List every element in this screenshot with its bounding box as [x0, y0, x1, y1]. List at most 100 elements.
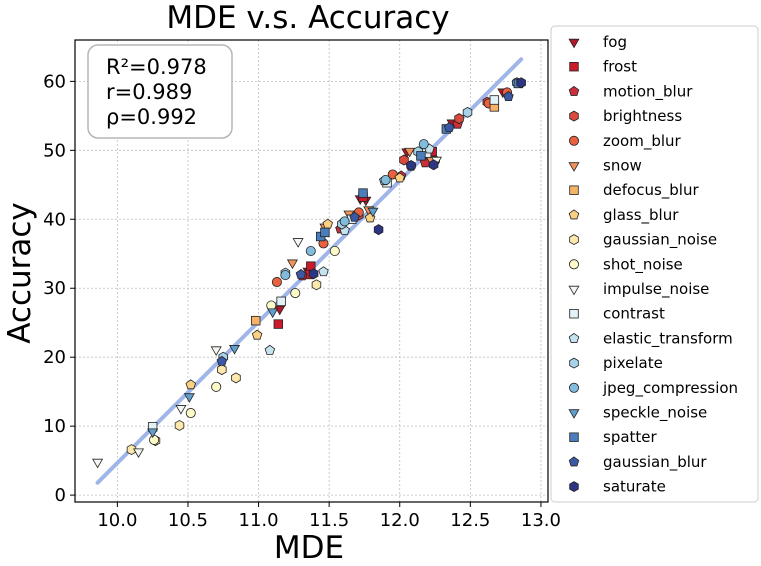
legend-label-contrast: contrast: [603, 305, 665, 323]
legend-marker-gaussian-noise: [569, 234, 579, 246]
data-point-impulse-noise: [175, 405, 187, 415]
plot-area: 10.0 10.5 11.0 11.5 12.0 12.5 13.0 0 10 20 30 40 50…: [43, 39, 561, 531]
data-points: [92, 77, 526, 469]
data-point-shot-noise: [329, 246, 340, 257]
data-point-fog: [274, 305, 286, 316]
legend-label-defocus-blur: defocus_blur: [603, 181, 699, 200]
data-point-jpeg-compression: [305, 246, 316, 257]
data-point-brightness: [454, 113, 464, 125]
data-point-gaussian-noise: [231, 372, 241, 384]
data-point-spatter: [416, 151, 426, 161]
legend-label-impulse-noise: impulse_noise: [603, 280, 709, 299]
legend-label-gaussian-noise: gaussian_noise: [603, 231, 717, 250]
data-point-shot-noise: [185, 408, 196, 419]
y-tick-label: 30: [43, 278, 66, 299]
data-point-speckle-noise: [183, 393, 195, 403]
data-point-saturate: [373, 224, 384, 236]
legend-label-speckle-noise: speckle_noise: [603, 404, 707, 423]
data-point-snow: [404, 147, 416, 158]
data-point-impulse-noise: [92, 458, 104, 469]
legend-label-brightness: brightness: [603, 107, 682, 125]
legend-label-glass-blur: glass_blur: [603, 206, 679, 225]
data-point-shot-noise: [290, 288, 301, 299]
chart-title: MDE v.s. Accuracy: [166, 0, 449, 36]
x-tick-label: 10.0: [97, 510, 137, 531]
y-tick-label: 10: [43, 416, 66, 437]
stats-box: R²=0.978 r=0.989 ρ=0.992: [87, 44, 233, 139]
legend-marker-fog: [568, 38, 580, 49]
legend-label-zoom-blur: zoom_blur: [603, 132, 682, 151]
x-tick-label: 12.0: [380, 510, 420, 531]
data-point-pixelate: [462, 106, 473, 118]
data-point-impulse-noise: [210, 346, 222, 357]
data-point-brightness: [399, 154, 409, 166]
legend-label-gaussian-blur: gaussian_blur: [603, 453, 707, 472]
data-point-shot-noise: [149, 434, 160, 445]
legend-label-motion-blur: motion_blur: [603, 82, 693, 101]
legend-label-frost: frost: [603, 58, 637, 76]
data-point-glass-blur: [394, 172, 405, 183]
data-point-glass-blur: [185, 379, 196, 390]
data-point-gaussian-blur: [349, 211, 360, 222]
data-point-zoom-blur: [271, 277, 282, 288]
legend-frame: [550, 25, 759, 503]
legend-entries: fog frost motion_blur brightness zoom_blursn…: [568, 33, 738, 496]
legend-label-saturate: saturate: [603, 478, 666, 496]
legend-marker-speckle-noise: [568, 409, 580, 419]
data-point-contrast: [276, 296, 286, 307]
stats-r-squared: R²=0.978: [106, 55, 207, 79]
legend-label-jpeg-compression: jpeg_compression: [602, 379, 738, 398]
data-point-gaussian-noise: [311, 279, 322, 291]
legend-marker-brightness: [569, 110, 579, 122]
legend-marker-contrast: [569, 308, 579, 319]
data-point-gaussian-noise: [174, 419, 185, 431]
data-point-defocus-blur: [251, 315, 261, 326]
x-tick-label: 10.5: [168, 510, 208, 531]
legend-marker-impulse-noise: [568, 285, 580, 296]
data-point-saturate: [308, 268, 319, 280]
data-point-jpeg-compression: [339, 216, 350, 227]
legend: fog frost motion_blur brightness zoom_blursn…: [550, 25, 759, 503]
data-point-gaussian-blur: [216, 355, 228, 366]
x-axis-ticks: 10.0 10.5 11.0 11.5 12.0 12.5 13.0: [97, 502, 561, 531]
x-tick-label: 11.0: [239, 510, 279, 531]
x-tick-label: 11.5: [309, 510, 349, 531]
data-point-elastic-transform: [318, 266, 329, 277]
data-point-snow: [286, 259, 298, 270]
legend-marker-motion-blur: [568, 85, 580, 96]
x-tick-label: 12.5: [450, 510, 490, 531]
legend-marker-defocus-blur: [569, 185, 579, 195]
stats-pearson-r: r=0.989: [106, 80, 192, 104]
y-axis-title: Accuracy: [2, 202, 38, 344]
legend-marker-gaussian-blur: [568, 456, 580, 467]
data-point-frost: [273, 319, 284, 329]
data-point-contrast: [489, 95, 500, 105]
data-point-jpeg-compression: [418, 139, 429, 150]
legend-label-spatter: spatter: [603, 428, 658, 446]
data-point-gaussian-noise: [217, 364, 227, 376]
plot-frame: [74, 39, 549, 503]
data-point-shot-noise: [211, 381, 222, 392]
legend-label-shot-noise: shot_noise: [603, 255, 683, 274]
x-tick-label: 13.0: [521, 510, 561, 531]
y-tick-label: 50: [43, 140, 66, 161]
legend-label-elastic-transform: elastic_transform: [603, 329, 733, 348]
legend-marker-saturate: [569, 481, 579, 493]
legend-marker-frost: [569, 62, 579, 72]
data-point-impulse-noise: [292, 238, 304, 248]
data-point-jpeg-compression: [380, 174, 391, 185]
data-point-speckle-noise: [367, 207, 379, 218]
legend-marker-shot-noise: [569, 259, 580, 270]
data-point-gaussian-blur: [295, 268, 307, 279]
y-tick-label: 60: [43, 71, 66, 92]
y-tick-label: 40: [43, 209, 66, 230]
data-point-speckle-noise: [229, 345, 241, 355]
legend-label-pixelate: pixelate: [603, 354, 663, 372]
legend-label-snow: snow: [603, 157, 642, 175]
legend-marker-elastic-transform: [568, 332, 580, 343]
y-axis-ticks: 0 10 20 30 40 50 60: [43, 71, 75, 506]
data-point-spatter: [320, 227, 330, 238]
y-tick-label: 0: [55, 485, 66, 506]
y-tick-label: 20: [43, 347, 66, 368]
